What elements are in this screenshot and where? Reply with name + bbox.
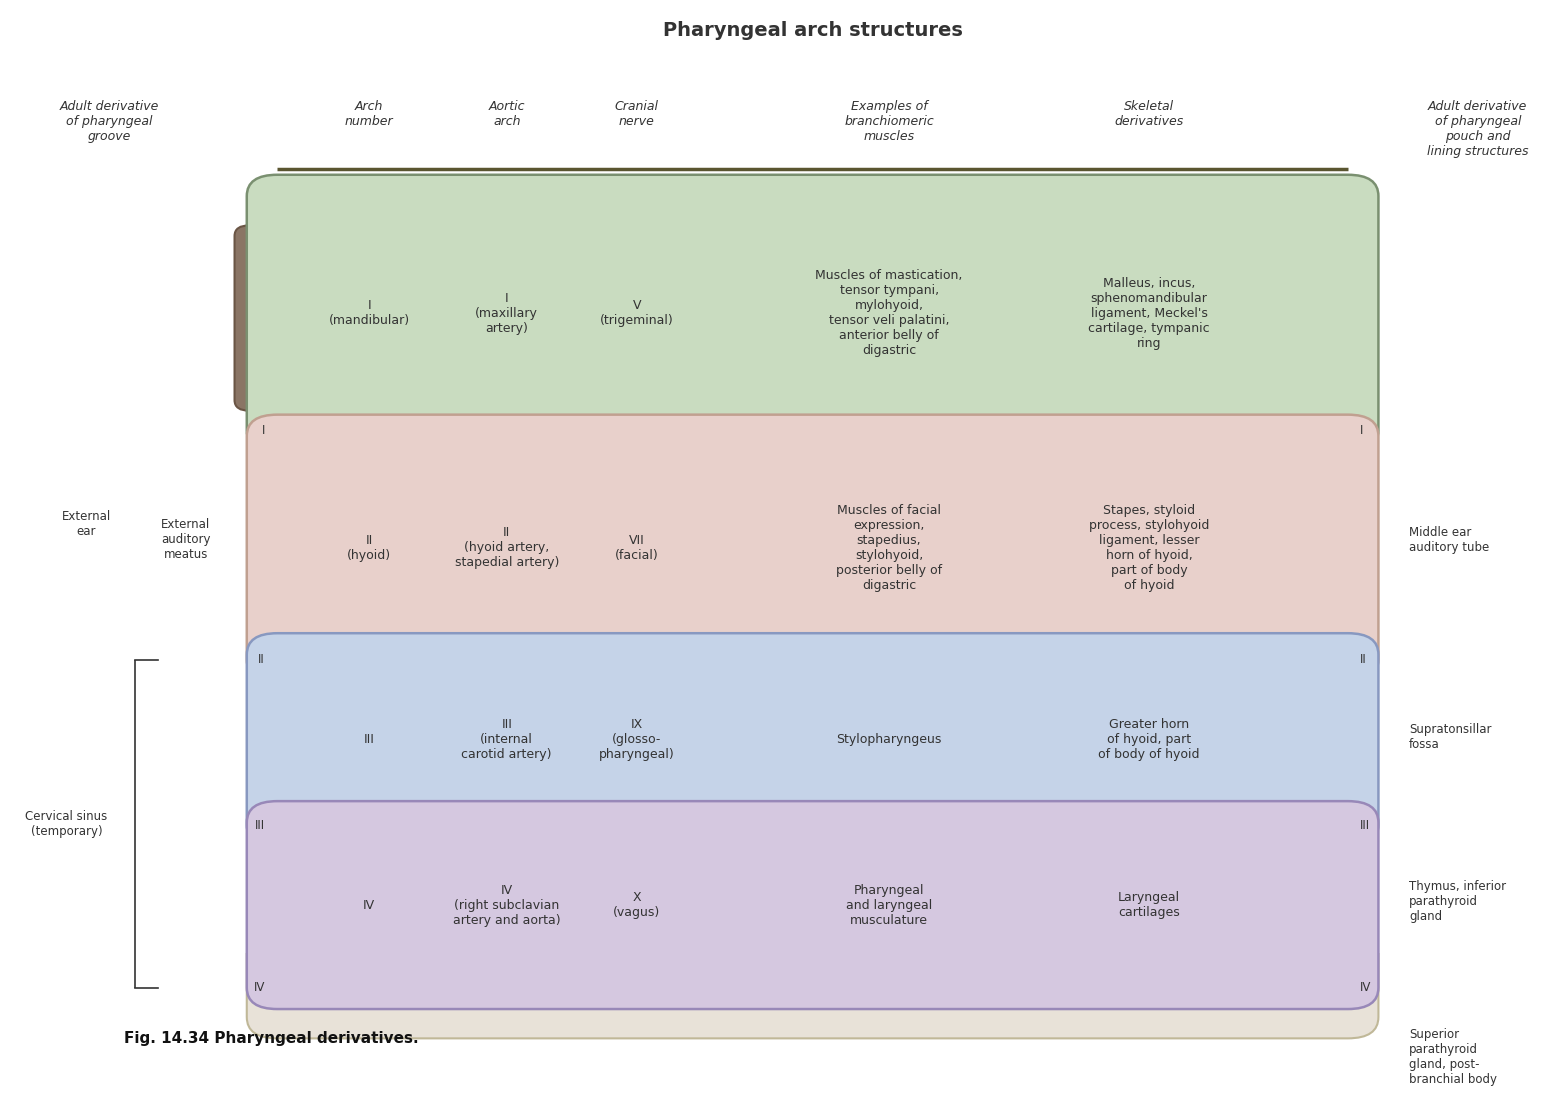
Text: Middle ear
auditory tube: Middle ear auditory tube (1408, 526, 1489, 554)
Text: V
(trigeminal): V (trigeminal) (600, 299, 674, 328)
FancyBboxPatch shape (247, 414, 1379, 681)
Text: X
(vagus): X (vagus) (614, 891, 660, 919)
Text: Cranial
nerve: Cranial nerve (615, 101, 659, 128)
Text: Adult derivative
of pharyngeal
groove: Adult derivative of pharyngeal groove (59, 101, 159, 143)
Text: Greater horn
of hyoid, part
of body of hyoid: Greater horn of hyoid, part of body of h… (1098, 718, 1200, 762)
Text: Muscles of mastication,
tensor tympani,
mylohyoid,
tensor veli palatini,
anterio: Muscles of mastication, tensor tympani, … (815, 269, 963, 357)
FancyBboxPatch shape (247, 175, 1379, 453)
FancyBboxPatch shape (247, 633, 1379, 846)
Text: III: III (1360, 819, 1370, 832)
FancyBboxPatch shape (235, 225, 311, 411)
Text: III: III (363, 733, 374, 747)
Text: Muscles of facial
expression,
stapedius,
stylohyoid,
posterior belly of
digastri: Muscles of facial expression, stapedius,… (836, 504, 942, 592)
Text: Skeletal
derivatives: Skeletal derivatives (1115, 101, 1184, 128)
Text: Fig. 14.34 Pharyngeal derivatives.: Fig. 14.34 Pharyngeal derivatives. (124, 1031, 419, 1046)
Text: Aortic
arch: Aortic arch (489, 101, 526, 128)
Text: II
(hyoid artery,
stapedial artery): II (hyoid artery, stapedial artery) (455, 527, 560, 569)
Text: IV: IV (363, 898, 376, 912)
Text: External
auditory
meatus: External auditory meatus (161, 518, 210, 562)
Text: Laryngeal
cartilages: Laryngeal cartilages (1118, 891, 1180, 919)
Text: Adult derivative
of pharyngeal
pouch and
lining structures: Adult derivative of pharyngeal pouch and… (1427, 101, 1529, 158)
Text: III: III (255, 819, 264, 832)
Text: II
(hyoid): II (hyoid) (346, 533, 391, 562)
Text: IV: IV (254, 982, 264, 995)
Text: Arch
number: Arch number (345, 101, 393, 128)
Text: Thymus, inferior
parathyroid
gland: Thymus, inferior parathyroid gland (1408, 880, 1506, 922)
FancyBboxPatch shape (247, 803, 1379, 1038)
Text: VII
(facial): VII (facial) (615, 533, 659, 562)
FancyBboxPatch shape (247, 801, 1379, 1009)
Text: Pharyngeal
and laryngeal
musculature: Pharyngeal and laryngeal musculature (846, 883, 932, 927)
Text: I: I (261, 424, 264, 437)
Text: Examples of
branchiomeric
muscles: Examples of branchiomeric muscles (844, 101, 934, 143)
Text: Supratonsillar
fossa: Supratonsillar fossa (1408, 724, 1492, 751)
Text: Pharyngeal arch structures: Pharyngeal arch structures (663, 22, 963, 40)
Text: External
ear: External ear (62, 510, 111, 538)
Text: III
(internal
carotid artery): III (internal carotid artery) (462, 718, 552, 762)
Text: IV: IV (1360, 982, 1371, 995)
Text: Cervical sinus
(temporary): Cervical sinus (temporary) (25, 810, 108, 838)
Text: I: I (1360, 424, 1364, 437)
Text: Stylopharyngeus: Stylopharyngeus (836, 733, 942, 747)
Text: IV
(right subclavian
artery and aorta): IV (right subclavian artery and aorta) (453, 883, 561, 927)
Text: II: II (1360, 654, 1367, 667)
Text: IX
(glosso-
pharyngeal): IX (glosso- pharyngeal) (598, 718, 674, 762)
Text: I
(mandibular): I (mandibular) (329, 299, 410, 328)
Text: II: II (258, 654, 264, 667)
Text: Superior
parathyroid
gland, post-
branchial body: Superior parathyroid gland, post- branch… (1408, 1029, 1497, 1086)
Text: Malleus, incus,
sphenomandibular
ligament, Meckel's
cartilage, tympanic
ring: Malleus, incus, sphenomandibular ligamen… (1088, 277, 1211, 350)
Text: I
(maxillary
artery): I (maxillary artery) (475, 292, 538, 334)
Text: Stapes, styloid
process, stylohyoid
ligament, lesser
horn of hyoid,
part of body: Stapes, styloid process, stylohyoid liga… (1088, 504, 1209, 592)
